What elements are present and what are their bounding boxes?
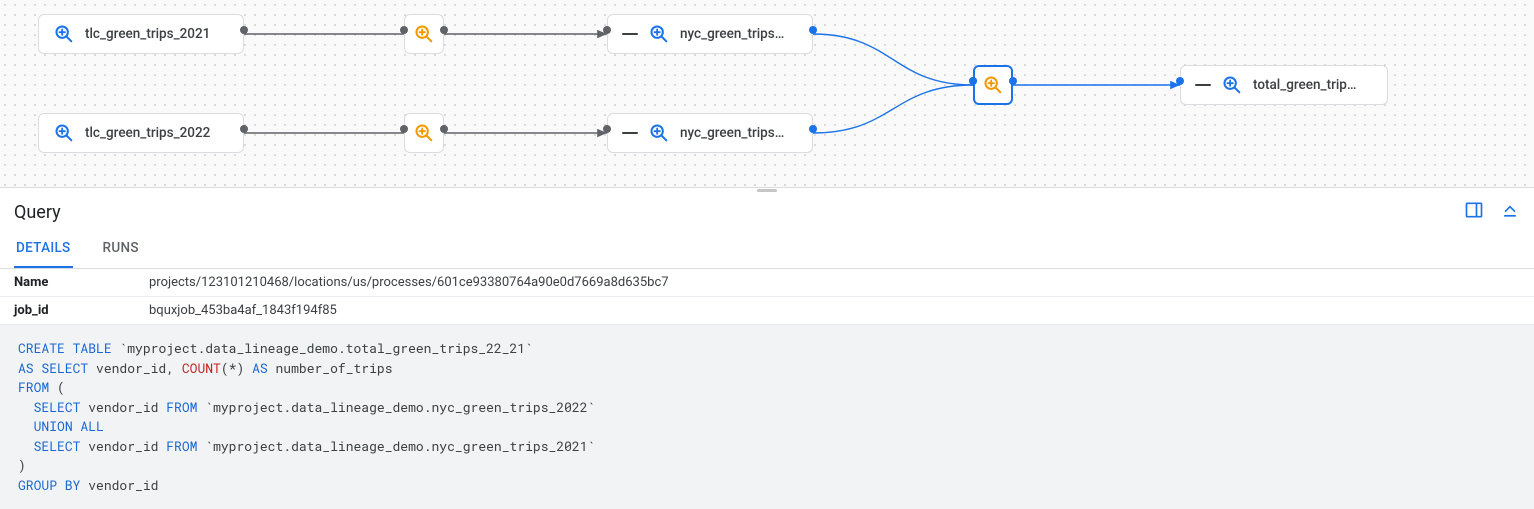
- tab-runs[interactable]: RUNS: [101, 230, 141, 268]
- lineage-process-proc_a[interactable]: [404, 14, 444, 54]
- magnify-icon: [648, 122, 670, 144]
- port: [1009, 77, 1017, 85]
- sql-code: CREATE TABLE `myproject.data_lineage_dem…: [0, 325, 1534, 509]
- port: [603, 26, 611, 34]
- open-in-side-panel-icon[interactable]: [1464, 200, 1484, 224]
- node-label: tlc_green_trips_2022: [85, 125, 210, 141]
- details-row-jobid: job_id bquxjob_453ba4af_1843f194f85: [0, 297, 1534, 324]
- lineage-process-proc_b[interactable]: [404, 113, 444, 153]
- magnify-icon: [1221, 74, 1243, 96]
- port: [603, 125, 611, 133]
- port: [240, 26, 248, 34]
- details-table: Name projects/123101210468/locations/us/…: [0, 269, 1534, 325]
- port: [440, 26, 448, 34]
- magnify-icon: [53, 23, 75, 45]
- minus-icon: [622, 33, 638, 35]
- lineage-node-src_a[interactable]: tlc_green_trips_2021: [38, 14, 244, 54]
- port: [400, 125, 408, 133]
- magnify-icon: [982, 74, 1004, 96]
- port: [809, 125, 817, 133]
- magnify-icon: [648, 23, 670, 45]
- details-value: bquxjob_453ba4af_1843f194f85: [149, 303, 337, 318]
- minus-icon: [622, 132, 638, 134]
- lineage-process-proc_c[interactable]: [973, 65, 1013, 105]
- port: [809, 26, 817, 34]
- node-label: nyc_green_trips…: [680, 26, 784, 42]
- panel-title: Query: [14, 202, 61, 223]
- lineage-node-src_b[interactable]: tlc_green_trips_2022: [38, 113, 244, 153]
- collapse-panel-icon[interactable]: [1500, 200, 1520, 224]
- tab-details[interactable]: DETAILS: [14, 230, 73, 268]
- panel-header: Query: [0, 192, 1534, 230]
- node-label: tlc_green_trips_2021: [85, 26, 210, 42]
- magnify-icon: [413, 122, 435, 144]
- lineage-node-dst[interactable]: total_green_trip…: [1180, 65, 1388, 105]
- port: [440, 125, 448, 133]
- port: [240, 125, 248, 133]
- details-row-name: Name projects/123101210468/locations/us/…: [0, 269, 1534, 297]
- panel-actions: [1464, 200, 1520, 224]
- port: [1176, 77, 1184, 85]
- panel-tabs: DETAILS RUNS: [0, 230, 1534, 269]
- port: [969, 77, 977, 85]
- details-key: job_id: [14, 303, 149, 318]
- details-value: projects/123101210468/locations/us/proce…: [149, 275, 669, 290]
- lineage-canvas[interactable]: tlc_green_trips_2021 tlc_green_trips_2022…: [0, 0, 1534, 188]
- node-label: total_green_trip…: [1253, 77, 1356, 93]
- lineage-node-mid_b[interactable]: nyc_green_trips…: [607, 113, 813, 153]
- minus-icon: [1195, 84, 1211, 86]
- node-label: nyc_green_trips…: [680, 125, 784, 141]
- port: [400, 26, 408, 34]
- details-key: Name: [14, 275, 149, 290]
- magnify-icon: [53, 122, 75, 144]
- lineage-node-mid_a[interactable]: nyc_green_trips…: [607, 14, 813, 54]
- magnify-icon: [413, 23, 435, 45]
